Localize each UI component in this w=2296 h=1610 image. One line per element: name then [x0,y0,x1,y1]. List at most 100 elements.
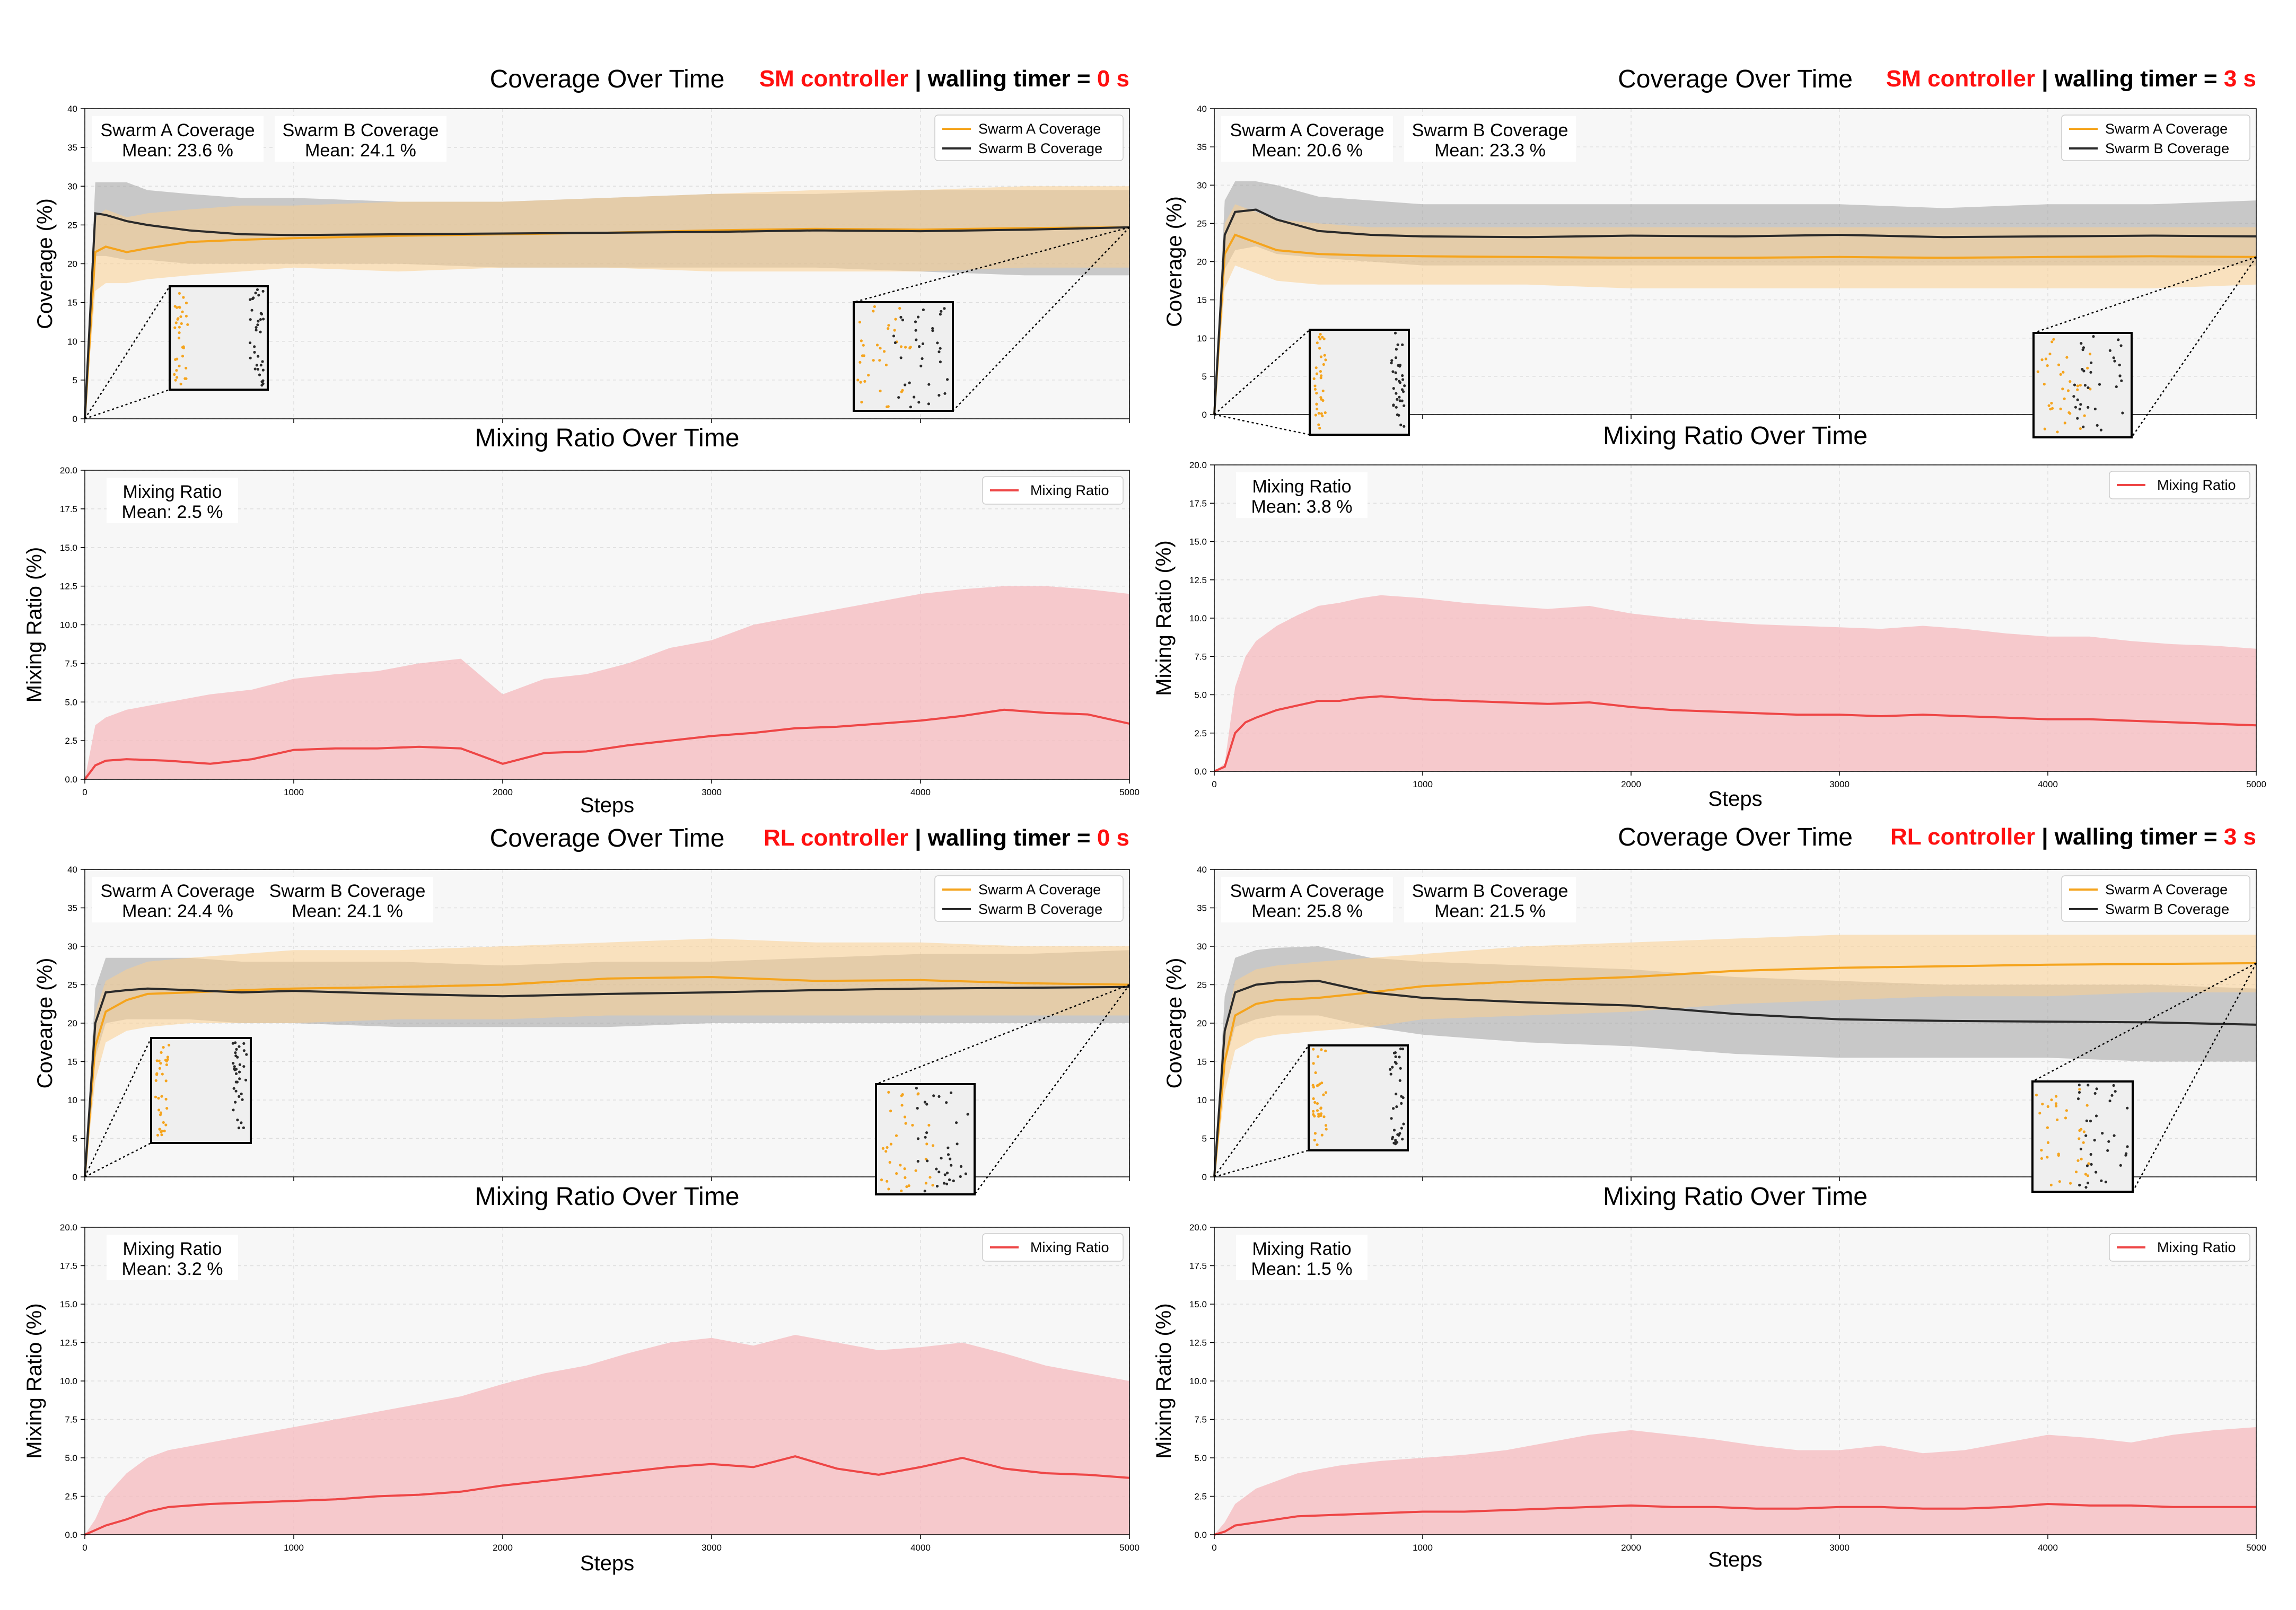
inset-start-connector-2 [84,1142,152,1178]
inset-end-agent-b-4 [943,307,946,310]
coverage-y-tick-label-8: 40 [67,865,77,875]
inset-end-agent-a-22 [909,346,912,349]
inset-start-agent-a-14 [1318,427,1321,430]
inset-start-agent-a-20 [1321,415,1324,418]
inset-start-agent-a-3 [156,1133,160,1137]
coverage-y-tick-label-3: 15 [67,298,77,308]
inset-start-agent-b-14 [1398,399,1401,402]
inset-start-agent-a-13 [160,1095,163,1098]
coverage-y-tick-label-7: 35 [1197,142,1207,152]
inset-end-agent-b-8 [2087,1181,2090,1185]
inset-end-agent-a-17 [2061,388,2064,391]
inset-start-agent-b-9 [1398,1055,1401,1059]
inset-end-agent-b-13 [2081,348,2084,351]
inset-start-agent-a-25 [161,1130,164,1133]
inset-end-agent-a-17 [887,1090,890,1094]
inset-end-agent-b-1 [959,1165,963,1168]
inset-end-agent-a-26 [2089,353,2092,356]
coverage-y-tick-label-4: 20 [1197,1018,1207,1028]
inset-start-agent-b-12 [1395,392,1398,395]
inset-end-agent-a-18 [2047,404,2050,407]
mixing-y-tick-label-1: 2.5 [1194,1492,1207,1502]
inset-start-agent-b-22 [241,1098,244,1101]
inset-start-agent-b-19 [1391,370,1395,373]
inset-end-agent-a-1 [2040,358,2044,362]
coverage-y-tick-label-1: 5 [73,375,77,385]
inset-end-agent-b-6 [2093,1092,2097,1095]
inset-end-agent-b-25 [2073,383,2076,386]
mixing-x-tick-label-5: 5000 [1119,787,1140,797]
inset-end-agent-a-10 [884,1150,888,1153]
stat-swarm-a-box [92,877,264,922]
inset-start-agent-a-23 [1313,1139,1316,1142]
inset-start-agent-a-2 [185,301,188,305]
stat-mixing-box [1236,472,1368,518]
inset-end-agent-a-23 [925,1142,928,1146]
inset-end-agent-b-30 [924,1136,927,1139]
inset-start-agent-b-10 [259,364,262,367]
inset-start-agent-b-29 [261,368,265,372]
inset-end-agent-b-3 [2104,1181,2107,1184]
inset-end-agent-b-0 [2115,385,2118,389]
inset-start-agent-a-26 [183,377,187,380]
inset-end-connector-1 [2033,256,2257,334]
inset-end-agent-a-32 [2044,357,2047,360]
stat-swarm-a-label: Swarm A Coverage [1230,120,1384,140]
inset-end-agent-b-26 [943,392,947,395]
inset-end-agent-b-7 [909,406,912,409]
coverage-title: Coverage Over Time [490,824,725,852]
inset-start-agent-a-23 [1320,374,1323,377]
inset-start-agent-a-24 [1319,370,1322,373]
mixing-y-tick-label-4: 10.0 [60,1376,77,1386]
mixing-y-tick-label-8: 20.0 [60,465,77,476]
inset-end-agent-b-25 [2087,1084,2090,1087]
inset-end-agent-a-31 [887,324,890,327]
inset-end-agent-b-22 [2076,417,2079,420]
mixing-chart: 0 1000 2000 3000 4000 5000 0.0 2.5 5.0 7.5 10.0 12.… [1152,1222,2266,1553]
inset-start-agent-a-27 [158,1067,161,1070]
inset-start-agent-b-28 [1395,348,1398,351]
inset-start-agent-b-9 [253,367,257,371]
inset-end-agent-a-33 [887,1187,890,1191]
inset-end-agent-a-14 [2063,397,2066,400]
mixing-y-tick-label-3: 7.5 [65,1415,77,1425]
stat-mixing-label: Mixing Ratio [1252,1239,1351,1259]
inset-start-agent-b-20 [238,1045,241,1048]
inset-end-agent-b-21 [916,1159,919,1163]
inset-start-agent-a-2 [1324,1049,1327,1052]
mixing-y-tick-label-6: 15.0 [1189,1299,1207,1309]
inset-start-agent-b-16 [1394,1061,1397,1064]
coverage-frame [84,108,1130,419]
inset-end-agent-a-9 [928,1176,932,1179]
inset-end-agent-b-14 [923,1190,926,1193]
inset-start-agent-a-33 [164,1079,168,1083]
inset-start-agent-b-24 [249,356,252,359]
inset-end-agent-b-12 [2089,371,2092,374]
inset-end-agent-b-15 [2074,406,2077,409]
inset-start-agent-b-30 [1398,395,1401,399]
inset-start-agent-b-22 [257,294,260,297]
inset-start-agent-a-28 [1319,355,1322,358]
inset-end-agent-b-1 [2093,407,2097,411]
inset-start-agent-a-21 [161,1072,164,1076]
legend-label-b: Swarm B Coverage [978,901,1102,917]
controller-tag: SM controller | walling timer = 3 s [1886,66,2256,92]
coverage-frame [1214,108,2257,415]
coverage-y-tick-label-5: 25 [1197,980,1207,990]
inset-end-agent-b-8 [2099,428,2102,432]
mixing-y-tick-label-0: 0.0 [1194,767,1207,777]
inset-start-agent-b-13 [255,364,258,367]
mixing-x-tick-label-1: 1000 [1413,1543,1433,1553]
coverage-y-tick-label-7: 35 [1197,903,1207,913]
coverage-y-tick-label-5: 25 [67,220,77,230]
inset-start-box [1309,329,1410,436]
inset-end-agent-a-17 [898,307,901,310]
mixing-y-tick-label-1: 2.5 [1194,728,1207,738]
inset-end-agent-b-21 [904,383,907,386]
mixing-frame [84,470,1130,780]
inset-start-agent-b-7 [249,298,252,301]
stat-mixing-mean: Mean: 1.5 % [1251,1259,1353,1279]
stat-swarm-a-mean: Mean: 25.8 % [1251,901,1363,921]
controller-tag: RL controller | walling timer = 0 s [764,825,1129,851]
inset-end-agent-a-30 [2046,1156,2049,1159]
